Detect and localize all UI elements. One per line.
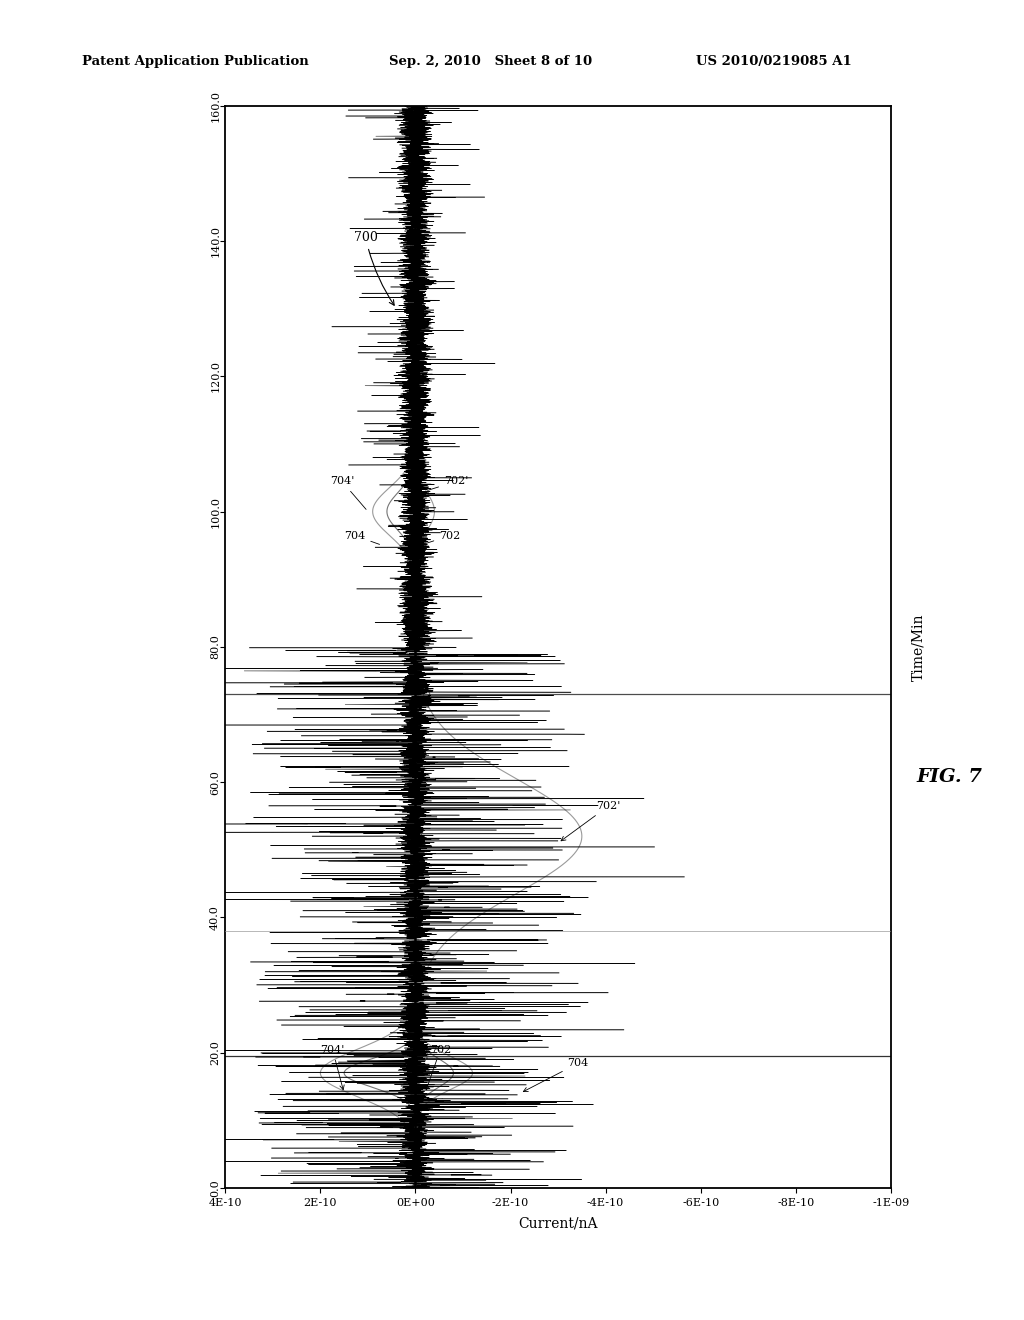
- Text: 40.0: 40.0: [210, 906, 220, 929]
- Text: 700: 700: [353, 231, 394, 305]
- Text: Time/Min: Time/Min: [911, 612, 926, 681]
- Text: 704: 704: [344, 531, 380, 544]
- Text: 704': 704': [321, 1044, 345, 1090]
- Text: 140.0: 140.0: [210, 224, 220, 257]
- Text: Patent Application Publication: Patent Application Publication: [82, 55, 308, 69]
- Text: 704: 704: [523, 1059, 589, 1092]
- Text: 160.0: 160.0: [210, 90, 220, 121]
- Text: 80.0: 80.0: [210, 635, 220, 659]
- Text: 100.0: 100.0: [210, 495, 220, 528]
- Text: 20.0: 20.0: [210, 1040, 220, 1065]
- Text: 60.0: 60.0: [210, 770, 220, 795]
- Text: FIG. 7: FIG. 7: [916, 768, 982, 785]
- Text: 0.0: 0.0: [210, 1179, 220, 1197]
- Text: 702': 702': [561, 801, 621, 841]
- Text: 702: 702: [426, 1044, 451, 1090]
- Text: 702': 702': [428, 477, 468, 490]
- Text: 702: 702: [423, 531, 461, 544]
- Text: Sep. 2, 2010   Sheet 8 of 10: Sep. 2, 2010 Sheet 8 of 10: [389, 55, 592, 69]
- X-axis label: Current/nA: Current/nA: [518, 1216, 598, 1230]
- Text: 704': 704': [330, 477, 367, 510]
- Text: US 2010/0219085 A1: US 2010/0219085 A1: [696, 55, 852, 69]
- Text: 120.0: 120.0: [210, 360, 220, 392]
